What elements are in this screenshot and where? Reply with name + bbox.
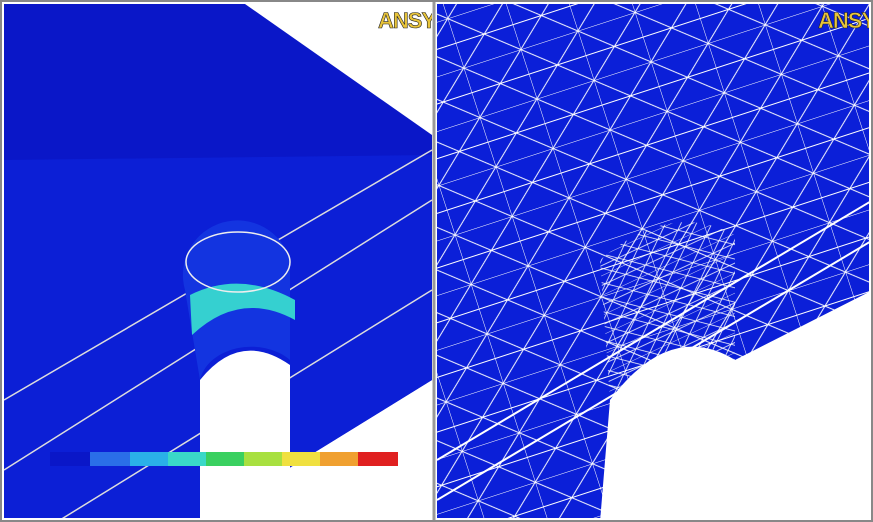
logo: ANSYS <box>818 8 873 33</box>
screenshot: ANSYS ANSYS <box>0 0 873 522</box>
right-panel: ANSYS <box>437 4 873 522</box>
left-panel: ANSYS <box>4 4 449 520</box>
page: ANSYS ANSYS (() => { const data = JSON.p… <box>0 0 873 522</box>
